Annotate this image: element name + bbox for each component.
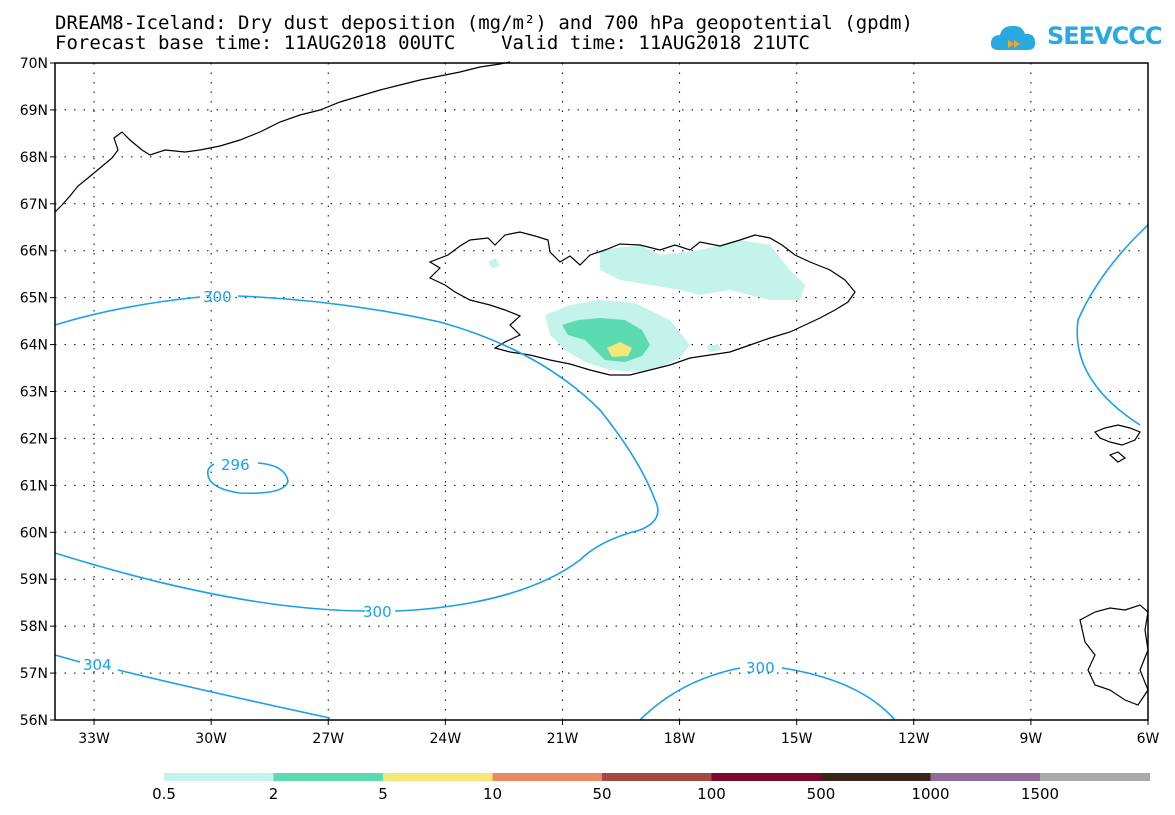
logo-text: SEEVCCC (1047, 22, 1162, 50)
latitude-labels: 70N 69N 68N 67N 66N 65N 64N 63N 62N 61N 60N 59N 58N 5… (20, 56, 55, 729)
chart-subtitle: Forecast base time: 11AUG2018 00UTC Vali… (55, 32, 810, 54)
greenland-coast (54, 61, 511, 213)
latitude-label: 57N (20, 666, 48, 682)
latitude-label: 63N (20, 385, 48, 401)
colorbar-label: 5 (378, 785, 388, 803)
latitude-label: 59N (20, 572, 48, 588)
coastlines (54, 61, 1149, 706)
contour-labels: 300 296 300 304 300 (83, 288, 775, 677)
latitude-label: 56N (20, 713, 48, 729)
colorbar-segment (930, 773, 1041, 781)
longitude-label: 33W (78, 731, 110, 747)
latitude-label: 67N (20, 197, 48, 213)
colorbar-segment (273, 773, 384, 781)
latitude-label: 70N (20, 56, 48, 72)
latitude-label: 69N (20, 103, 48, 119)
latitude-label: 61N (20, 478, 48, 494)
dust-deposition-field (488, 240, 805, 372)
colorbar-segment (383, 773, 493, 781)
contour-label: 296 (221, 456, 250, 474)
iceland-coast (428, 231, 856, 376)
colorbar-label: 1500 (1021, 785, 1059, 803)
latitude-label: 60N (20, 525, 48, 541)
longitude-label: 6W (1137, 731, 1160, 747)
dust-area-0-5 (488, 258, 500, 268)
longitude-labels: 33W 30W 27W 24W 21W 18W 15W 12W 9W 6W (78, 720, 1160, 747)
longitude-label: 9W (1020, 731, 1043, 747)
faroe-coast (1094, 424, 1141, 463)
latitude-label: 68N (20, 150, 48, 166)
longitude-label: 18W (664, 731, 696, 747)
longitude-label: 27W (312, 731, 344, 747)
cloud-logo-icon (990, 25, 1036, 50)
colorbar-segment (821, 773, 931, 781)
colorbar-label: 100 (697, 785, 726, 803)
latitude-label: 65N (20, 291, 48, 307)
longitude-label: 24W (430, 731, 462, 747)
contour-300-north (54, 295, 659, 612)
colorbar-label: 2 (269, 785, 279, 803)
latitude-label: 58N (20, 619, 48, 635)
latitude-label: 66N (20, 244, 48, 260)
chart-title: DREAM8-Iceland: Dry dust deposition (mg/… (55, 12, 913, 34)
latitude-label: 64N (20, 338, 48, 354)
colorbar-label: 10 (483, 785, 502, 803)
dust-area-0-5 (706, 344, 722, 352)
longitude-label: 21W (547, 731, 579, 747)
colorbar-segment (492, 773, 603, 781)
dust-area-0-5 (600, 240, 805, 300)
dust-area-5 (607, 342, 632, 357)
contour-label: 300 (203, 288, 232, 306)
colorbar-labels: 0.5 2 5 10 50 100 500 1000 1500 (152, 785, 1059, 803)
map-frame (54, 62, 1149, 721)
graticule (55, 63, 1148, 720)
contour-label: 300 (746, 659, 775, 677)
colorbar-segment (1040, 773, 1150, 781)
colorbar-segment (711, 773, 822, 781)
geopotential-contours (54, 224, 1149, 721)
colorbar-label: 0.5 (152, 785, 176, 803)
latitude-label: 62N (20, 431, 48, 447)
colorbar (164, 773, 1150, 781)
colorbar-segment (602, 773, 712, 781)
colorbar-segment (164, 773, 274, 781)
contour-304 (54, 654, 331, 719)
colorbar-label: 500 (807, 785, 836, 803)
longitude-label: 30W (195, 731, 227, 747)
colorbar-label: 50 (592, 785, 611, 803)
contour-300-east (1076, 224, 1149, 426)
scotland-coast (1079, 604, 1149, 706)
contour-label: 300 (363, 603, 392, 621)
longitude-label: 15W (781, 731, 813, 747)
longitude-label: 12W (898, 731, 930, 747)
contour-296 (207, 462, 289, 495)
contour-label: 304 (83, 656, 112, 674)
colorbar-label: 1000 (911, 785, 949, 803)
contour-300-south (639, 667, 896, 721)
